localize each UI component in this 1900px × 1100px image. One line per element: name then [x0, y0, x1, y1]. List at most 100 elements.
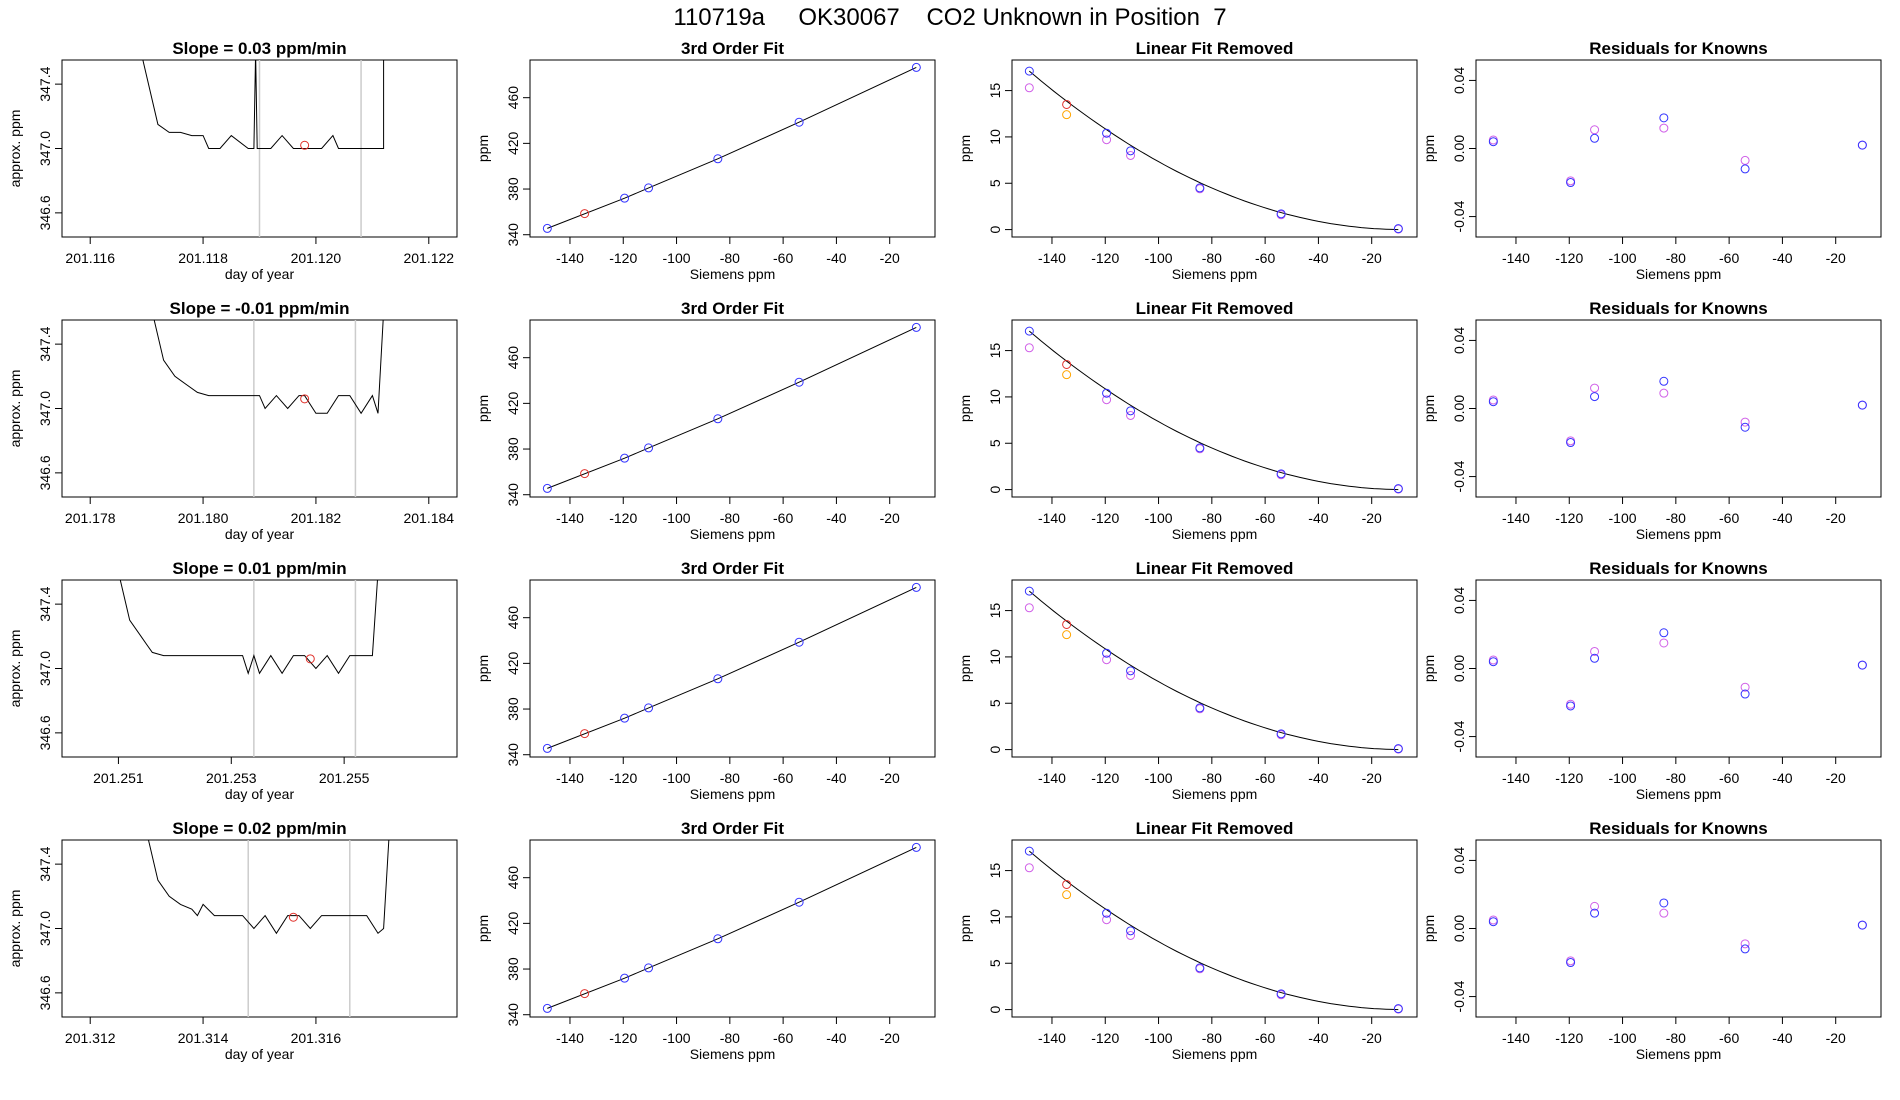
- y-tick-label: 460: [505, 86, 521, 110]
- x-axis-label: Siemens ppm: [690, 1046, 776, 1062]
- y-axis-label: ppm: [957, 915, 973, 942]
- x-axis-label: day of year: [225, 1046, 295, 1062]
- y-axis-label: ppm: [1421, 395, 1437, 422]
- residual-point: [1659, 376, 1669, 386]
- x-tick-label: -40: [826, 510, 846, 526]
- x-tick-label: -40: [1772, 1030, 1792, 1046]
- x-tick-label: 201.178: [65, 510, 116, 526]
- residual-point: [1590, 392, 1600, 402]
- known-point: [620, 453, 630, 463]
- known-point: [1276, 209, 1286, 219]
- x-tick-label: 201.255: [319, 770, 370, 786]
- x-tick-label: -120: [1091, 510, 1119, 526]
- plot-title: Residuals for Knowns: [1589, 39, 1768, 58]
- known-point: [1024, 846, 1034, 856]
- known-point: [911, 582, 921, 592]
- x-tick-label: -20: [1826, 510, 1846, 526]
- fit-curve: [1028, 590, 1399, 751]
- x-tick-label: -120: [609, 250, 637, 266]
- y-tick-label: 0: [987, 1005, 1003, 1013]
- x-tick-label: -140: [556, 770, 584, 786]
- plot-frame: [1011, 59, 1418, 238]
- known-point: [794, 117, 804, 127]
- x-axis-label: day of year: [225, 526, 295, 542]
- residual-point: [1590, 908, 1600, 918]
- y-tick-label: 420: [505, 911, 521, 935]
- x-tick-label: -40: [826, 770, 846, 786]
- x-tick-label: -40: [826, 250, 846, 266]
- x-tick-label: -100: [663, 1030, 691, 1046]
- unknown-point: [580, 469, 590, 479]
- y-tick-label: 340: [505, 483, 521, 507]
- residual-point-alt: [1590, 646, 1600, 656]
- plot-frame: [61, 839, 458, 1018]
- known-point: [620, 193, 630, 203]
- residual-point-alt: [1566, 176, 1576, 186]
- x-tick-label: -100: [1145, 250, 1173, 266]
- residual-point: [1590, 133, 1600, 143]
- y-tick-label: 0: [987, 485, 1003, 493]
- known-point: [1276, 469, 1286, 479]
- known-point: [1195, 963, 1205, 973]
- x-tick-label: -120: [609, 510, 637, 526]
- y-tick-label: 420: [505, 391, 521, 415]
- residual-point: [1740, 164, 1750, 174]
- trace-line: [147, 840, 390, 935]
- y-axis-label: ppm: [1421, 655, 1437, 682]
- x-tick-label: -40: [826, 1030, 846, 1046]
- plot-frame: [529, 839, 936, 1018]
- y-tick-label: 347.4: [37, 846, 53, 881]
- y-tick-label: 347.0: [37, 131, 53, 166]
- y-tick-label: 380: [505, 957, 521, 981]
- x-tick-label: -20: [1362, 250, 1382, 266]
- y-tick-label: 380: [505, 177, 521, 201]
- y-tick-label: 0.04: [1451, 847, 1467, 874]
- residual-point: [1857, 660, 1867, 670]
- known-point: [713, 674, 723, 684]
- x-tick-label: -80: [720, 510, 740, 526]
- fit-curve: [1028, 850, 1399, 1011]
- residual-point-alt: [1488, 395, 1498, 405]
- known-point: [713, 154, 723, 164]
- x-tick-label: -20: [880, 770, 900, 786]
- y-axis-label: ppm: [957, 395, 973, 422]
- known-point: [1393, 484, 1403, 494]
- y-tick-label: 15: [987, 603, 1003, 619]
- y-tick-label: 5: [987, 179, 1003, 187]
- plot-frame: [61, 579, 458, 758]
- unknown-point: [300, 394, 310, 404]
- y-tick-label: 0.04: [1451, 327, 1467, 354]
- x-tick-label: -20: [880, 250, 900, 266]
- plot-frame: [1475, 579, 1882, 758]
- known-point: [1062, 619, 1072, 629]
- y-tick-label: -0.04: [1451, 200, 1467, 232]
- trace-line: [142, 60, 385, 149]
- x-tick-label: -80: [1202, 770, 1222, 786]
- trace-line: [153, 320, 384, 415]
- y-tick-label: -0.04: [1451, 720, 1467, 752]
- x-tick-label: -20: [880, 1030, 900, 1046]
- y-axis-label: ppm: [475, 915, 491, 942]
- y-tick-label: 10: [987, 129, 1003, 145]
- unknown-point: [1062, 630, 1072, 640]
- y-tick-label: 346.6: [37, 455, 53, 490]
- y-tick-label: 5: [987, 699, 1003, 707]
- plot-frame: [529, 579, 936, 758]
- known-point: [1126, 146, 1136, 156]
- y-tick-label: 10: [987, 649, 1003, 665]
- unknown-point: [580, 729, 590, 739]
- x-tick-label: -60: [1255, 770, 1275, 786]
- x-axis-label: day of year: [225, 786, 295, 802]
- plot-title: 3rd Order Fit: [681, 559, 784, 578]
- y-tick-label: 346.6: [37, 975, 53, 1010]
- x-tick-label: -60: [1719, 770, 1739, 786]
- x-tick-label: 201.118: [178, 250, 228, 266]
- y-tick-label: 346.6: [37, 715, 53, 750]
- known-point: [1024, 326, 1034, 336]
- plot-title: 3rd Order Fit: [681, 819, 784, 838]
- residual-point: [1857, 920, 1867, 930]
- residual-point: [1659, 628, 1669, 638]
- known-point: [542, 743, 552, 753]
- x-tick-label: 201.120: [291, 250, 342, 266]
